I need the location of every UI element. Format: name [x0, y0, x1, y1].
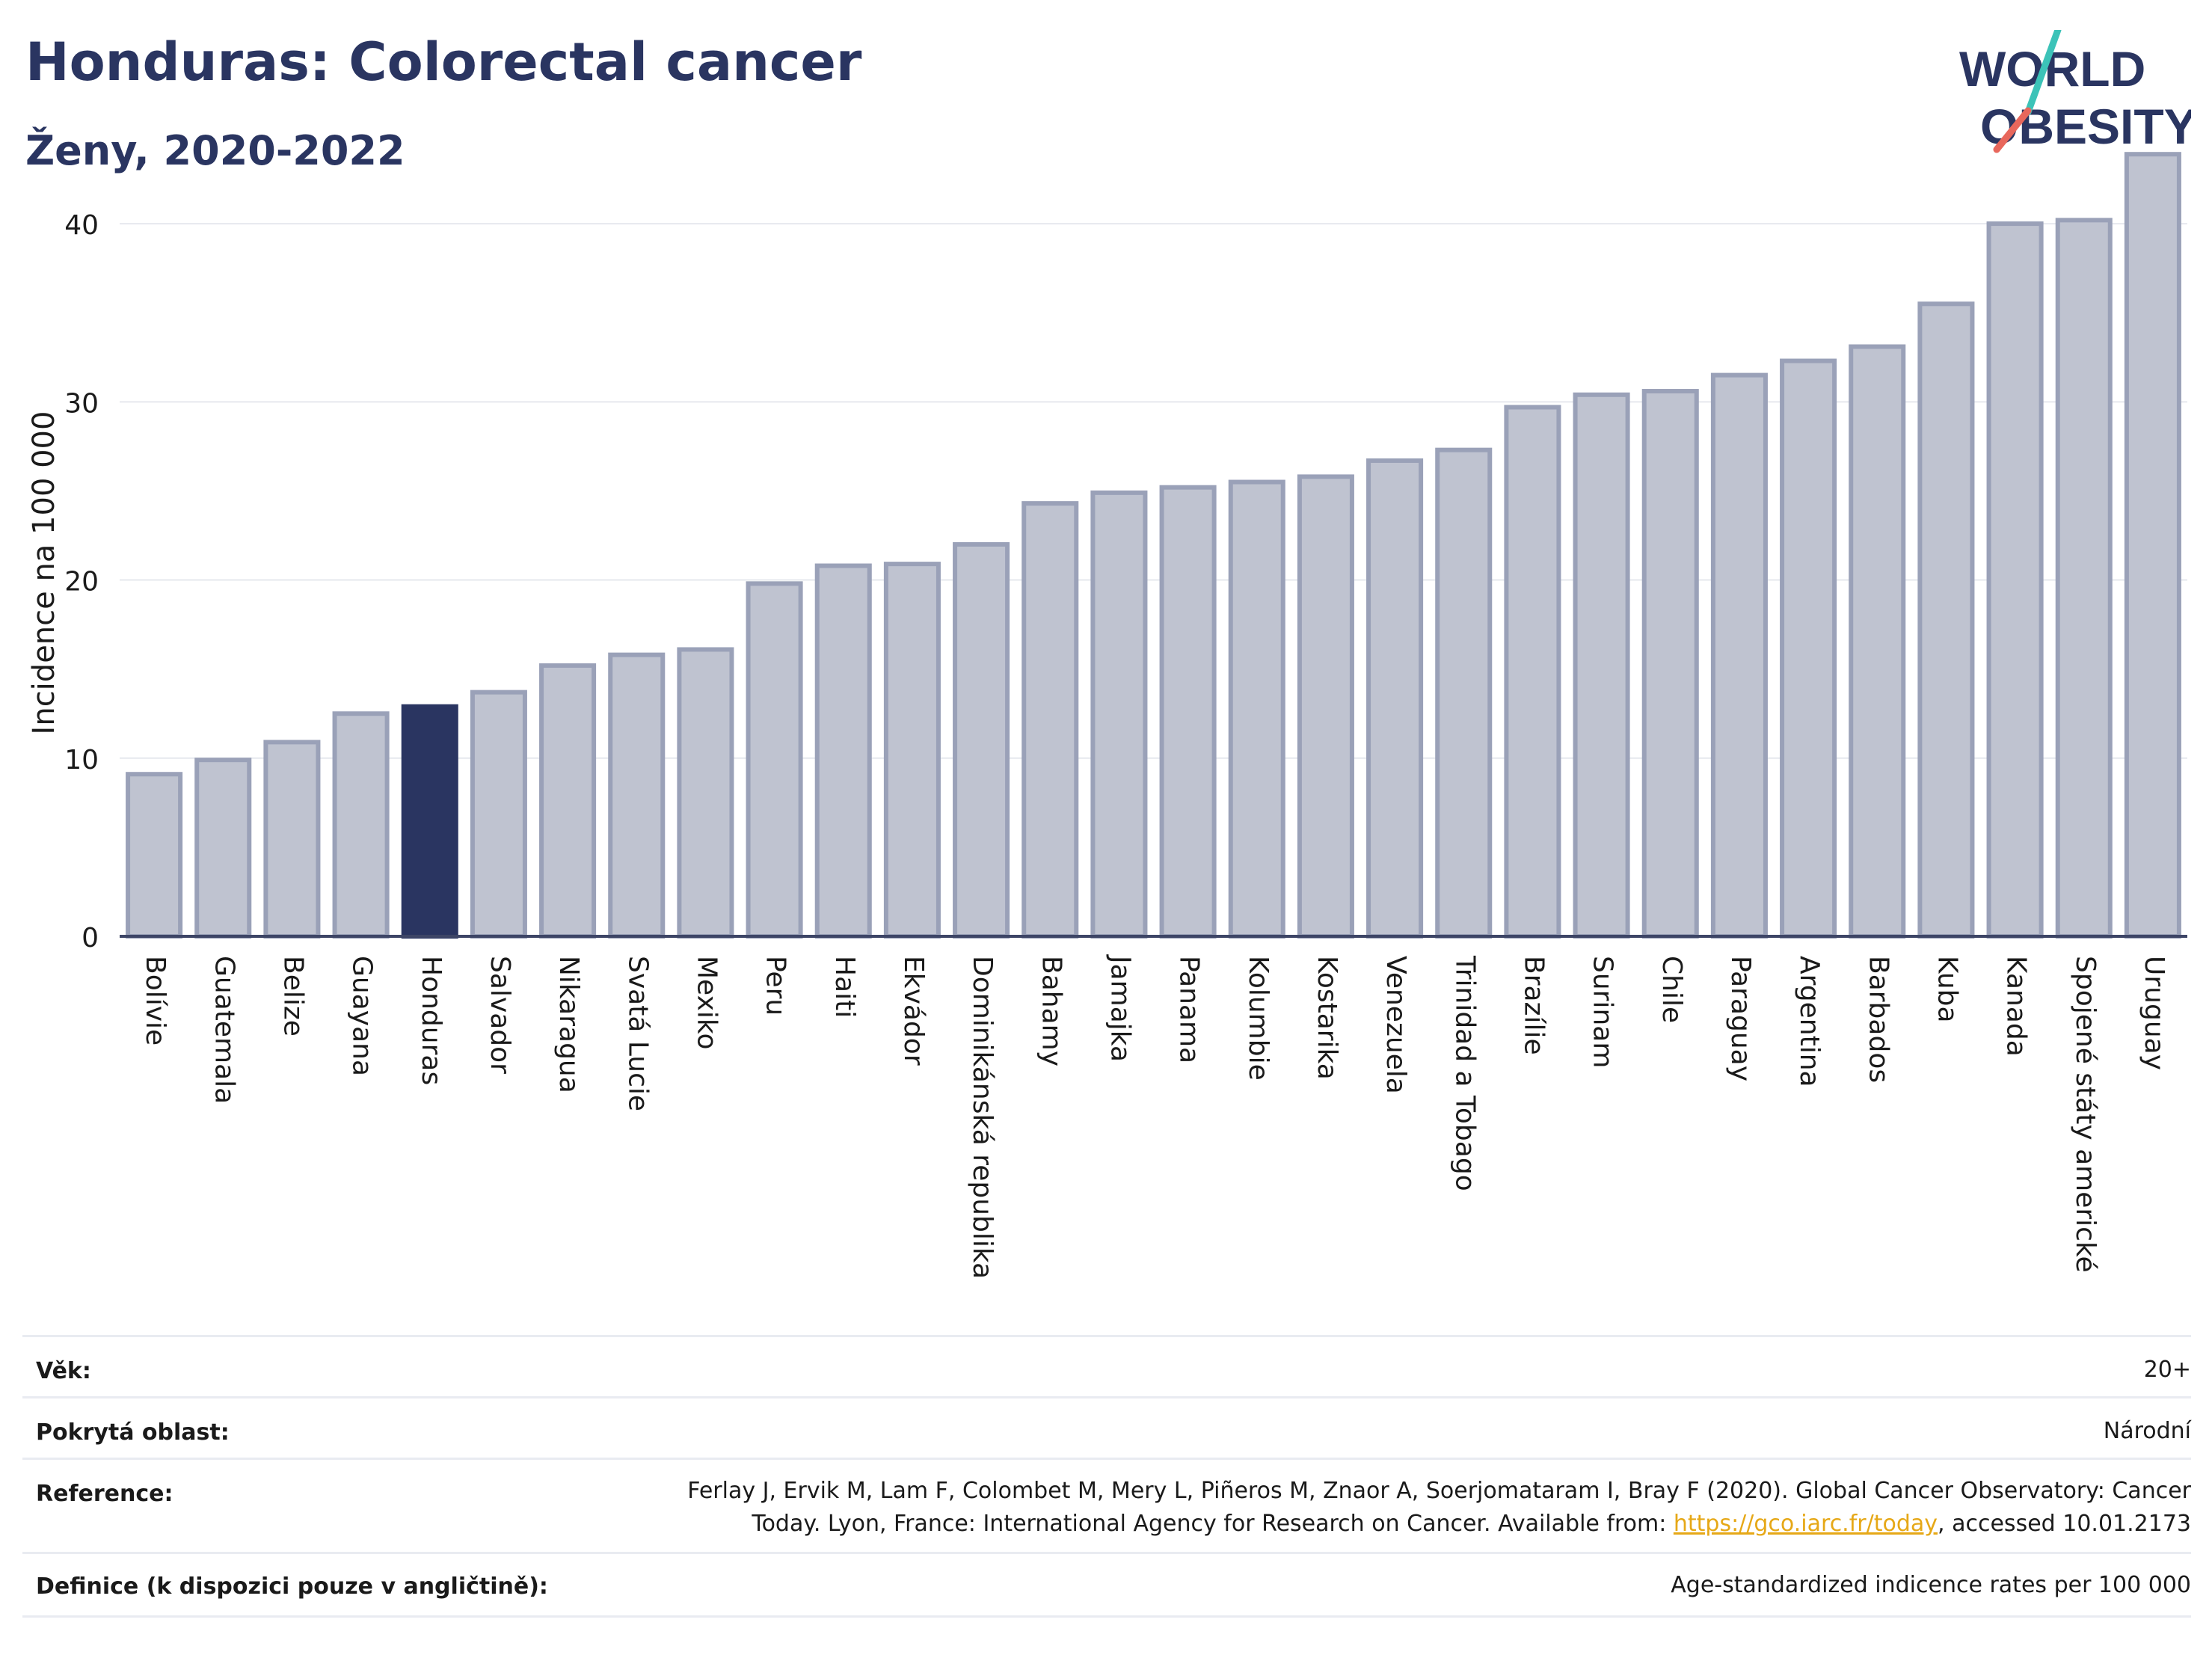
x-tick-label: Kolumbie	[1243, 956, 1274, 1081]
x-tick-label: Salvador	[485, 956, 515, 1074]
reference-label: Reference:	[36, 1481, 173, 1507]
x-tick-label: Bolívie	[140, 956, 170, 1045]
page-title: Honduras: Colorectal cancer	[25, 31, 862, 93]
reference-line-1: Ferlay J, Ervik M, Lam F, Colombet M, Me…	[687, 1478, 2191, 1504]
x-tick-label: Honduras	[416, 956, 446, 1085]
bar	[1780, 358, 1837, 939]
bar	[2055, 218, 2113, 939]
y-tick-label: 10	[64, 745, 99, 776]
bar	[194, 758, 252, 939]
y-tick-label: 0	[82, 923, 99, 954]
x-tick-label: Paraguay	[1725, 956, 1756, 1081]
bar	[608, 652, 666, 939]
reference-link[interactable]: https://gco.iarc.fr/today	[1673, 1511, 1938, 1537]
definition-value: Age-standardized indicence rates per 100…	[1671, 1572, 2191, 1598]
bar	[263, 740, 321, 939]
bar	[1159, 485, 1217, 939]
x-tick-label: Uruguay	[2139, 956, 2169, 1070]
bar	[1297, 474, 1354, 939]
area-value: Národní	[2103, 1418, 2191, 1444]
logo-slash-teal	[2024, 30, 2062, 116]
age-value: 20+	[2143, 1357, 2191, 1383]
x-tick-label: Belize	[277, 956, 308, 1037]
bar	[1228, 479, 1285, 939]
x-tick-label: Kuba	[1932, 956, 1962, 1023]
world-obesity-logo: WORLD OBESITY	[1959, 30, 2191, 154]
bar	[1710, 372, 1768, 939]
x-tick-label: Ekvádor	[898, 956, 929, 1066]
bar	[1435, 447, 1493, 939]
bar	[883, 562, 941, 939]
x-tick-label: Guatemala	[209, 956, 239, 1104]
x-tick-label: Barbados	[1863, 956, 1893, 1083]
bar	[746, 581, 803, 939]
x-tick-label: Nikaragua	[553, 956, 584, 1093]
info-row-age: Věk: 20+	[22, 1335, 2191, 1398]
bar	[1504, 405, 1561, 939]
age-label: Věk:	[36, 1358, 91, 1384]
info-row-definition: Definice (k dispozici pouze v angličtině…	[22, 1552, 2191, 1618]
bar	[332, 711, 390, 939]
bar	[953, 541, 1010, 939]
info-row-reference: Reference: Ferlay J, Ervik M, Lam F, Col…	[22, 1458, 2191, 1554]
x-tick-label: Kostarika	[1312, 956, 1342, 1080]
bar	[539, 663, 597, 939]
x-tick-label: Svatá Lucie	[622, 956, 653, 1111]
x-tick-label: Argentina	[1794, 956, 1825, 1087]
bar	[1986, 221, 2044, 939]
x-tick-label: Kanada	[2001, 956, 2032, 1057]
x-tick-label: Guayana	[347, 956, 378, 1076]
reference-value: Ferlay J, Ervik M, Lam F, Colombet M, Me…	[687, 1475, 2191, 1541]
x-tick-label: Chile	[1656, 956, 1687, 1023]
bar	[1641, 389, 1699, 939]
reference-line-2: Today. Lyon, France: International Agenc…	[687, 1508, 2191, 1541]
x-tick-label: Brazílie	[1518, 956, 1549, 1055]
reference-line-2-post: , accessed 10.01.2173	[1938, 1511, 2191, 1537]
x-tick-label: Dominikánská republika	[967, 956, 998, 1279]
reference-line-2-pre: Today. Lyon, France: International Agenc…	[752, 1511, 1674, 1537]
bar	[1366, 458, 1424, 939]
bar	[677, 647, 734, 939]
y-tick-label: 20	[64, 567, 99, 598]
logo-slash-red	[1993, 107, 2032, 153]
y-axis-title: Incidence na 100 000	[27, 411, 61, 735]
bar	[1573, 392, 1630, 939]
x-tick-label: Surinam	[1588, 956, 1618, 1068]
page-subtitle: Ženy, 2020-2022	[25, 127, 405, 174]
bar	[470, 690, 527, 939]
y-tick-label: 40	[64, 210, 99, 241]
x-tick-label: Jamajka	[1105, 954, 1135, 1062]
definition-label: Definice (k dispozici pouze v angličtině…	[36, 1573, 548, 1600]
x-tick-label: Mexiko	[691, 956, 722, 1049]
x-tick-label: Panama	[1174, 956, 1205, 1063]
x-tick-label: Venezuela	[1380, 956, 1411, 1094]
bar	[401, 704, 458, 939]
bar	[2124, 152, 2181, 939]
x-tick-label: Haiti	[829, 956, 860, 1018]
x-tick-label: Spojené státy americké	[2070, 956, 2101, 1273]
bar-chart: 0 10 20 30 40 Incidence na 100 000 Bolívie Guat…	[27, 152, 2187, 1279]
x-tick-label: Peru	[761, 956, 791, 1016]
bar	[814, 563, 872, 939]
bar	[1849, 344, 1906, 939]
area-label: Pokrytá oblast:	[36, 1419, 230, 1446]
bar	[126, 772, 183, 939]
bar	[1917, 301, 1975, 939]
y-tick-label: 30	[64, 388, 99, 419]
info-row-area: Pokrytá oblast: Národní	[22, 1396, 2191, 1460]
x-tick-label: Bahamy	[1036, 956, 1066, 1066]
x-tick-label: Trinidad a Tobago	[1449, 955, 1480, 1191]
bar	[1090, 490, 1148, 939]
bar	[1021, 501, 1079, 939]
